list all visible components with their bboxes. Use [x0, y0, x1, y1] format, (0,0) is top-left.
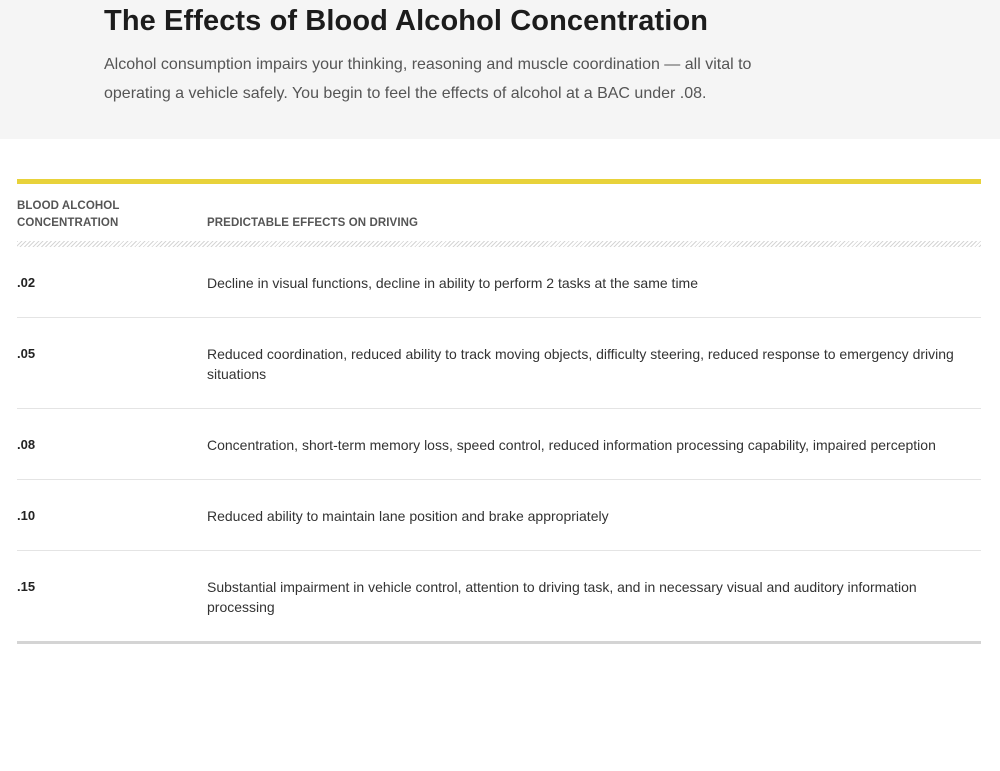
- table-row: .10 Reduced ability to maintain lane pos…: [17, 480, 981, 551]
- bac-value: .05: [17, 346, 36, 361]
- column-header-bac: BLOOD ALCOHOL CONCENTRATION: [17, 200, 120, 229]
- table-row: .15 Substantial impairment in vehicle co…: [17, 551, 981, 641]
- bac-value: .08: [17, 437, 36, 452]
- bac-effects-table: BLOOD ALCOHOL CONCENTRATION PREDICTABLE …: [17, 179, 981, 644]
- hero-section: The Effects of Blood Alcohol Concentrati…: [0, 0, 1000, 139]
- effect-description: Reduced coordination, reduced ability to…: [207, 346, 954, 382]
- table-header: BLOOD ALCOHOL CONCENTRATION PREDICTABLE …: [17, 184, 981, 241]
- effect-description: Decline in visual functions, decline in …: [207, 275, 699, 291]
- bac-value: .02: [17, 275, 36, 290]
- table-row: .02 Decline in visual functions, decline…: [17, 247, 981, 318]
- effect-description: Reduced ability to maintain lane positio…: [207, 508, 609, 524]
- table-row: .05 Reduced coordination, reduced abilit…: [17, 318, 981, 409]
- accent-rule: [17, 179, 981, 184]
- column-header-effects: PREDICTABLE EFFECTS ON DRIVING: [207, 217, 419, 229]
- header-divider: [17, 241, 981, 247]
- bac-value: .10: [17, 508, 36, 523]
- table-bottom-rule: [17, 641, 981, 644]
- page-title: The Effects of Blood Alcohol Concentrati…: [104, 5, 709, 37]
- effect-description: Concentration, short-term memory loss, s…: [207, 437, 936, 453]
- intro-paragraph: Alcohol consumption impairs your thinkin…: [104, 56, 752, 102]
- table-row: .08 Concentration, short-term memory los…: [17, 409, 981, 480]
- bac-value: .15: [17, 579, 36, 594]
- effect-description: Substantial impairment in vehicle contro…: [207, 579, 917, 615]
